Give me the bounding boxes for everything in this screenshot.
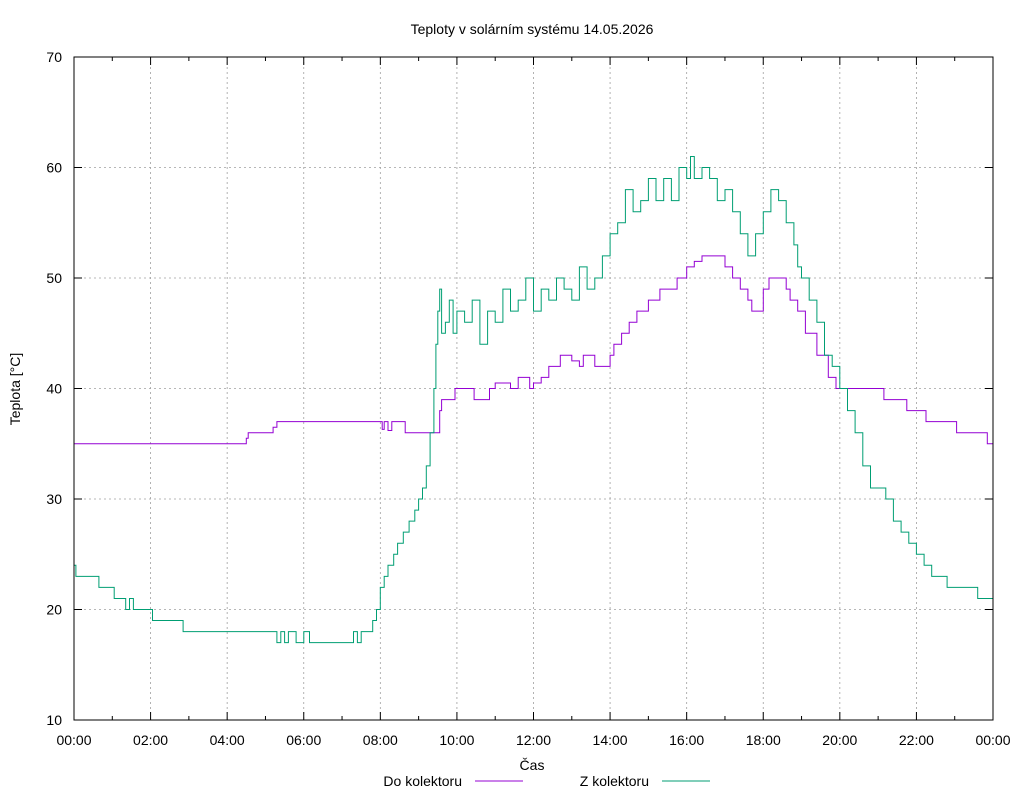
x-tick-label: 06:00 <box>286 732 321 748</box>
x-tick-label: 22:00 <box>899 732 934 748</box>
y-tick-label: 30 <box>46 491 62 507</box>
y-tick-label: 40 <box>46 381 62 397</box>
series-layer <box>74 156 993 644</box>
plot-frame <box>73 56 994 721</box>
x-tick-label: 12:00 <box>516 732 551 748</box>
legend-label-z-kolektoru: Z kolektoru <box>580 773 649 789</box>
x-axis-ticks: 00:00 02:00 04:00 06:00 08:00 10:00 12:00 14:00… <box>56 57 1011 748</box>
x-tick-label: 10:00 <box>439 732 474 748</box>
x-tick-label: 00:00 <box>975 732 1010 748</box>
legend-label-do-kolektoru: Do kolektoru <box>383 773 462 789</box>
x-tick-label: 04:00 <box>210 732 245 748</box>
x-tick-label: 14:00 <box>593 732 628 748</box>
x-axis-label: Čas <box>520 757 545 773</box>
grid-lines <box>74 57 993 720</box>
series-line-z-kolektoru <box>74 156 993 644</box>
x-tick-label: 16:00 <box>669 732 704 748</box>
chart-title: Teploty v solárním systému 14.05.2026 <box>411 21 654 37</box>
y-tick-label: 60 <box>46 160 62 176</box>
x-tick-label: 08:00 <box>363 732 398 748</box>
x-tick-label: 20:00 <box>822 732 857 748</box>
y-tick-label: 10 <box>46 712 62 728</box>
x-tick-label: 00:00 <box>56 732 91 748</box>
x-tick-label: 02:00 <box>133 732 168 748</box>
y-axis-label: Teplota [°C] <box>7 353 23 426</box>
y-tick-label: 50 <box>46 270 62 286</box>
x-tick-label: 18:00 <box>746 732 781 748</box>
legend: Do kolektoru Z kolektoru <box>383 773 710 789</box>
y-tick-label: 20 <box>46 602 62 618</box>
y-tick-label: 70 <box>46 49 62 65</box>
